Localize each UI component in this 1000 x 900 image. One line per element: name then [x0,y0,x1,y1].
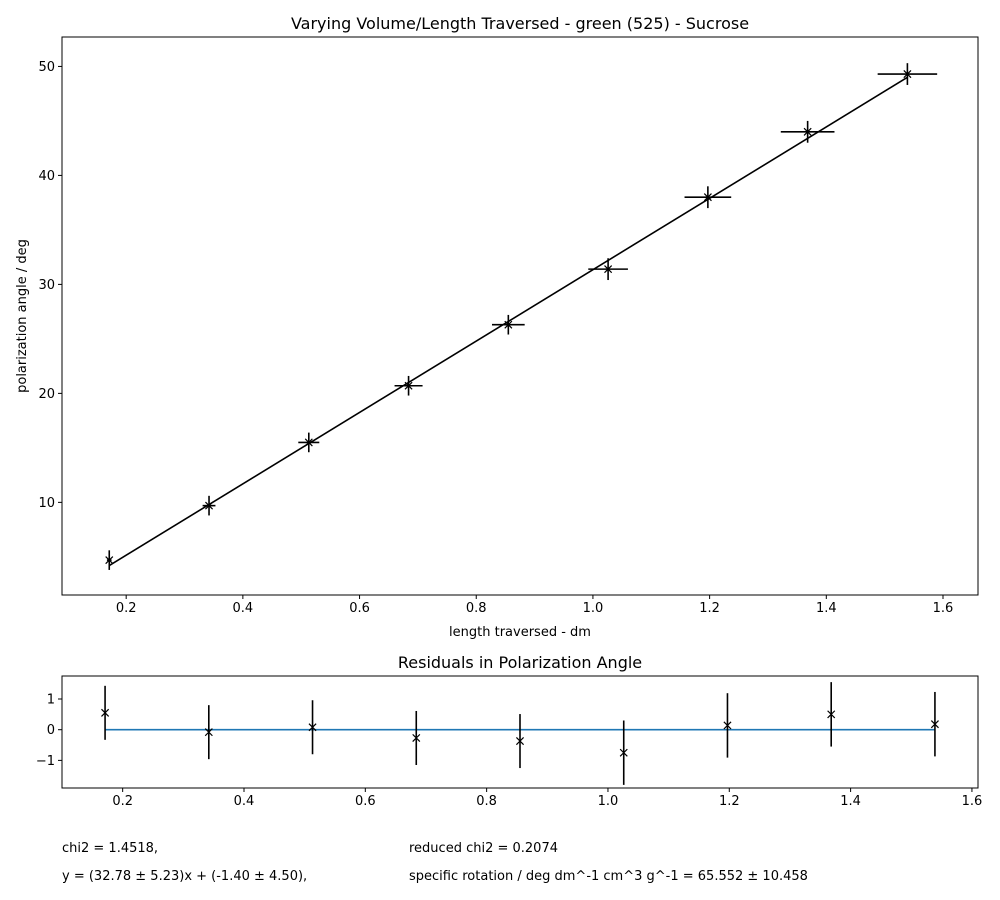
main-y-tick-label: 10 [38,496,55,511]
residual-plot: Residuals in Polarization Angle 0.2 0.4 0.6… [36,653,982,809]
residual-x-tick-label: 1.2 [719,794,740,809]
main-x-tick-label: 0.2 [116,601,137,616]
main-data-point [903,70,912,79]
main-x-tick-label: 1.2 [699,601,720,616]
residual-x-tick-label: 0.6 [355,794,376,809]
residual-x-tick-label: 0.8 [476,794,497,809]
residual-x-tick-label: 1.6 [962,794,983,809]
residual-x-tick-label: 0.2 [112,794,133,809]
residual-data-point [723,721,732,730]
fit-equation-text: y = (32.78 ± 5.23)x + (-1.40 ± 4.50), [62,869,308,884]
main-title: Varying Volume/Length Traversed - green … [291,14,749,33]
residual-title: Residuals in Polarization Angle [398,653,642,672]
residual-data-point [101,708,110,717]
main-x-axis-label: length traversed - dm [449,625,591,640]
main-y-tick-label: 30 [38,278,55,293]
residual-x-tick-label: 1.4 [840,794,861,809]
residual-y-tick-label: 0 [47,723,55,738]
residual-y-tick-label: 1 [47,693,55,708]
main-plot: Varying Volume/Length Traversed - green … [15,14,979,640]
main-x-tick-label: 0.8 [466,601,487,616]
reduced-chi2-text: reduced chi2 = 0.2074 [409,841,558,856]
main-data-point [504,320,513,329]
main-data-point [205,501,214,510]
residual-y-tick-label: −1 [36,754,55,769]
main-x-tick-label: 0.6 [349,601,370,616]
main-y-tick-label: 40 [38,169,55,184]
main-data-point [703,193,712,202]
main-y-tick-label: 20 [38,387,55,402]
main-x-tick-label: 1.4 [816,601,837,616]
main-data-point [404,381,413,390]
main-y-axis-label: polarization angle / deg [15,239,30,393]
main-x-tick-label: 0.4 [233,601,254,616]
residual-data-point [827,710,836,719]
residual-data-point [412,733,421,743]
residual-data-point [619,748,628,757]
residual-data-point [515,737,525,746]
main-x-tick-label: 1.0 [583,601,604,616]
residual-x-tick-label: 1.0 [598,794,619,809]
residual-axes-frame [61,675,979,789]
main-axes-frame [61,36,979,596]
main-x-tick-label: 1.6 [933,601,954,616]
chi2-text: chi2 = 1.4518, [62,841,159,856]
main-data-point [105,556,114,565]
specific-rotation-text: specific rotation / deg dm^-1 cm^3 g^-1 … [409,869,808,884]
main-data-point [803,127,812,136]
main-y-tick-label: 50 [38,60,55,75]
residual-x-tick-label: 0.4 [234,794,255,809]
main-data-point [604,265,613,274]
residual-data-point [930,720,939,729]
residual-data-point [204,728,213,737]
residual-data-point [308,723,317,732]
main-data-point [304,438,313,447]
